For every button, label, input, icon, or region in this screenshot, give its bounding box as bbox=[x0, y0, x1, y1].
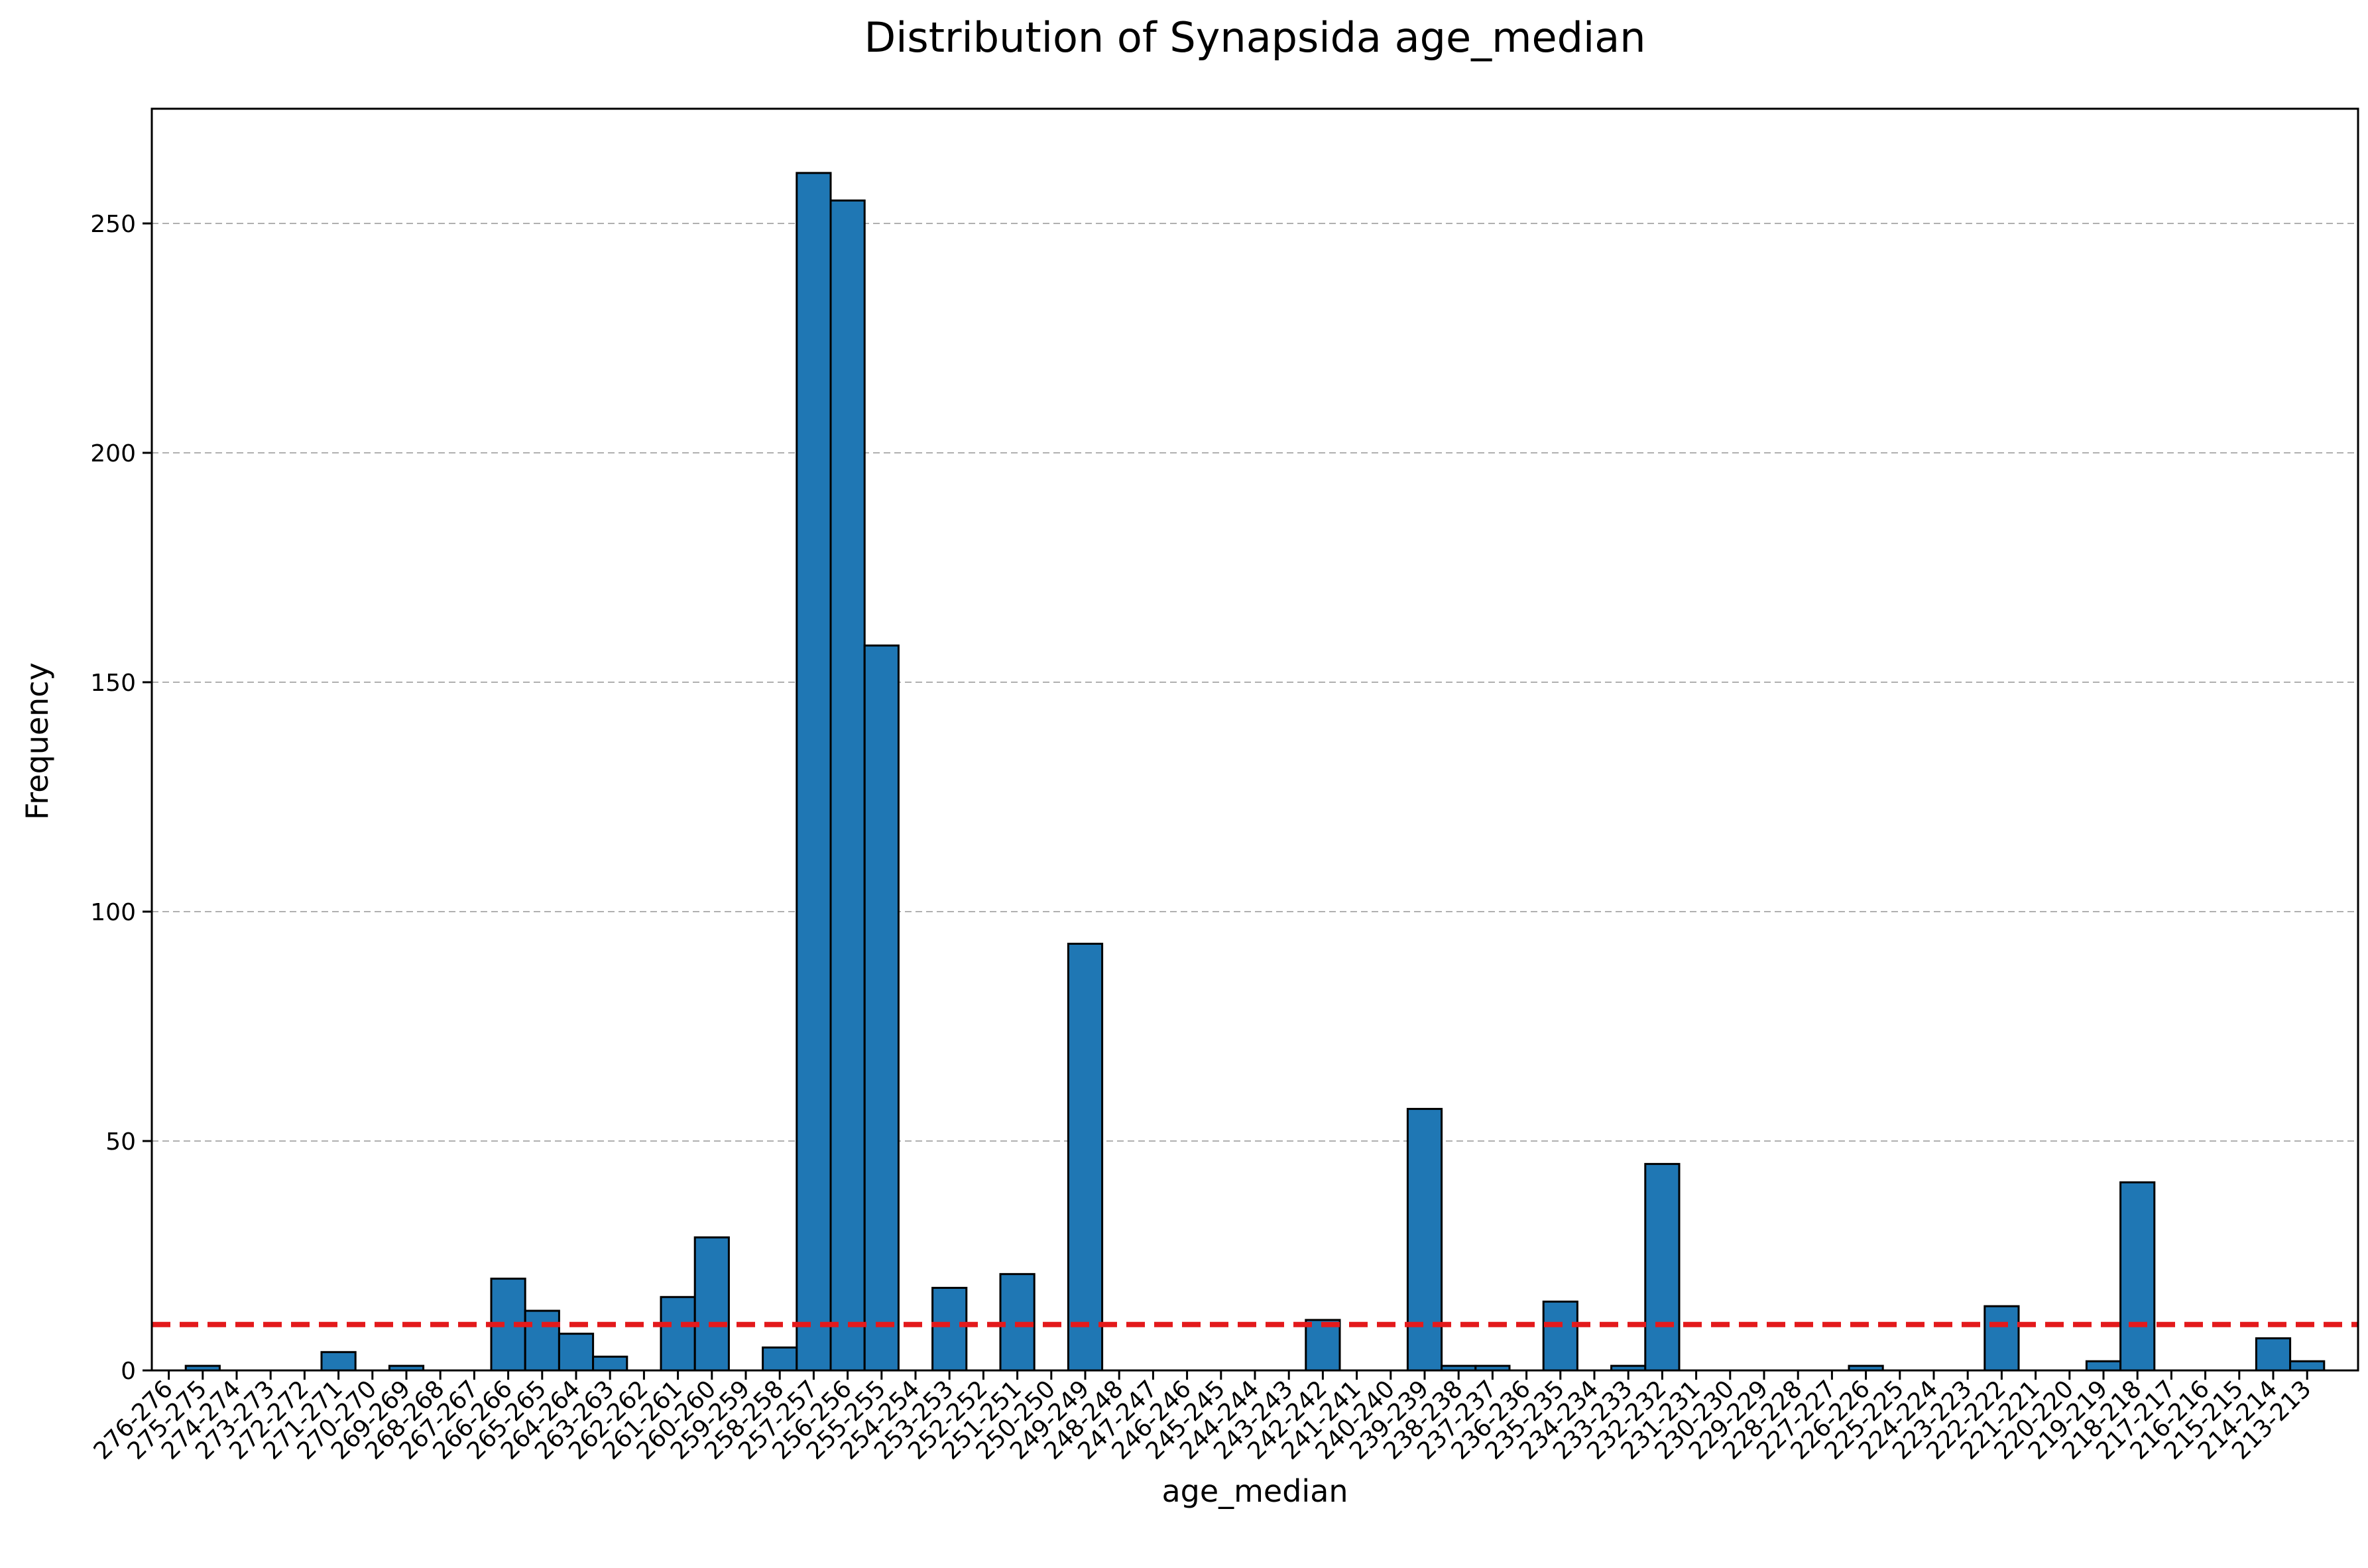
histogram-bar bbox=[1983, 1305, 2020, 1372]
histogram-bar bbox=[2119, 1181, 2156, 1372]
y-tick-label: 0 bbox=[121, 1358, 136, 1385]
histogram-bar bbox=[762, 1346, 798, 1372]
y-tick-label: 100 bbox=[90, 899, 136, 926]
histogram-bar bbox=[1406, 1108, 1443, 1372]
histogram-bar bbox=[863, 644, 900, 1372]
histogram-bar bbox=[796, 172, 832, 1372]
gridlines bbox=[152, 223, 2358, 1142]
y-tick-label: 250 bbox=[90, 211, 136, 238]
histogram-bar bbox=[1644, 1163, 1681, 1372]
bars bbox=[184, 172, 2326, 1372]
histogram-bar bbox=[2085, 1360, 2122, 1372]
histogram-bar bbox=[931, 1286, 968, 1372]
histogram-bar bbox=[592, 1355, 628, 1372]
x-axis-label: age_median bbox=[1161, 1473, 1348, 1509]
y-tick-label: 150 bbox=[90, 670, 136, 697]
histogram-bar bbox=[524, 1309, 560, 1372]
histogram-bar bbox=[1305, 1319, 1341, 1372]
y-tick-label: 50 bbox=[105, 1128, 136, 1156]
histogram-bar bbox=[558, 1333, 595, 1372]
chart-title: Distribution of Synapsida age_median bbox=[864, 13, 1645, 62]
histogram-bar bbox=[829, 199, 866, 1372]
x-axis: 276-276275-275274-274273-273272-272271-2… bbox=[89, 1370, 2317, 1465]
histogram-bar bbox=[1542, 1300, 1578, 1372]
y-axis: 0 50 100 150 200 250 bbox=[90, 211, 152, 1385]
histogram-bar bbox=[1067, 942, 1104, 1372]
histogram-bar bbox=[320, 1351, 357, 1372]
histogram-bar bbox=[2289, 1360, 2326, 1372]
histogram-bar bbox=[660, 1296, 696, 1372]
histogram-bar bbox=[2255, 1337, 2292, 1372]
histogram-bar bbox=[693, 1236, 730, 1372]
y-tick-label: 200 bbox=[90, 440, 136, 467]
y-axis-label: Frequency bbox=[19, 662, 55, 820]
plot-frame bbox=[150, 107, 2359, 1372]
